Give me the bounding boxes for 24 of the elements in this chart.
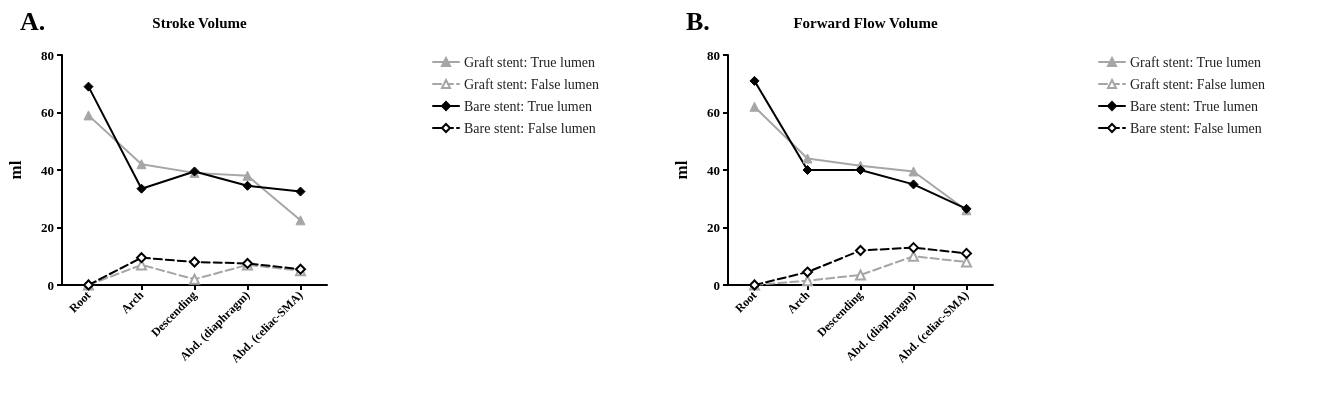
chart-title: Stroke Volume [152,14,247,31]
chart-title: Forward Flow Volume [793,14,938,31]
y-tick-label: 20 [41,220,54,235]
y-tick-label: 60 [707,105,720,120]
legend-label: Bare stent: True lumen [1130,98,1258,114]
y-tick-label: 20 [707,220,720,235]
legend-label: Bare stent: True lumen [464,98,592,114]
y-tick-label: 40 [707,162,720,178]
legend-label: Graft stent: False lumen [1130,76,1265,92]
y-tick-label: 80 [41,47,54,63]
legend-label: Bare stent: False lumen [1130,120,1262,136]
legend-label: Bare stent: False lumen [464,120,596,136]
text: A. [20,6,46,36]
text: B. [686,6,710,36]
y-tick-label: 0 [713,277,720,293]
y-tick-label: 60 [41,105,54,120]
legend-label: Graft stent: False lumen [464,76,599,92]
y-tick-label: 80 [707,47,720,63]
y-tick-label: 0 [47,277,54,293]
y-axis-title: ml [6,160,25,180]
y-tick-label: 40 [41,162,54,178]
legend-label: Graft stent: True lumen [464,54,596,70]
legend-label: Graft stent: True lumen [1130,54,1262,70]
y-axis-title: ml [672,160,691,180]
